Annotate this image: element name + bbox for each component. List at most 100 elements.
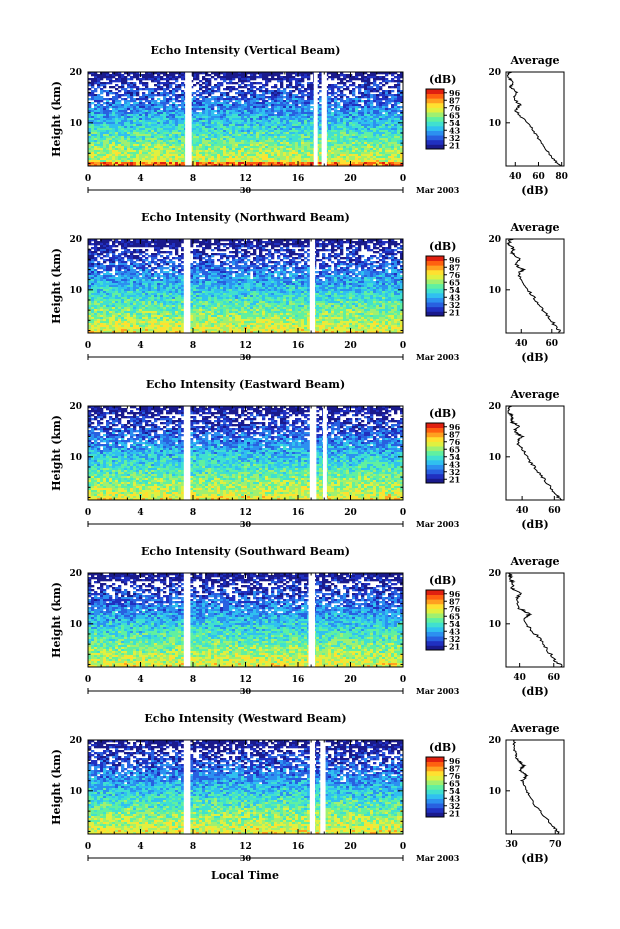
colorbar-band (426, 89, 444, 95)
colorbar-band (426, 798, 444, 804)
colorbar-tick-label: 21 (449, 307, 460, 317)
profile-y-tick-label: 10 (488, 286, 501, 296)
profile-y-tick-label: 20 (488, 569, 501, 579)
x-tick-label: 0 (85, 842, 91, 852)
profile-x-label: (dB) (521, 184, 548, 197)
profile-title: Average (509, 722, 559, 735)
colorbar-band (426, 784, 444, 790)
colorbar-band (426, 603, 444, 609)
colorbar-tick-label: 43 (449, 626, 461, 636)
x-tick-label: 0 (400, 842, 406, 852)
colorbar-band (426, 613, 444, 619)
colorbar-band (426, 446, 444, 452)
colorbar-tick-label: 32 (449, 133, 460, 143)
colorbar-band (426, 645, 444, 651)
y-tick-label: 20 (69, 569, 82, 579)
profile-title: Average (509, 54, 559, 67)
x-tick-label: 0 (85, 508, 91, 518)
local-time-axis-label: Local Time (211, 869, 279, 882)
profile-frame (505, 71, 565, 167)
colorbar-unit: (dB) (429, 574, 456, 587)
colorbar-unit: (dB) (429, 741, 456, 754)
profile-x-tick-label: 60 (532, 172, 545, 182)
data-gap-2 (309, 239, 316, 333)
colorbar-band (426, 102, 444, 108)
data-gap-2 (308, 573, 316, 667)
colorbar-band (426, 265, 444, 271)
data-gap-1 (183, 740, 191, 834)
average-profile-line (506, 72, 562, 166)
y-axis-label: Height (km) (50, 749, 63, 825)
x-tick-label: 12 (239, 341, 252, 351)
profile-y-tick-label: 10 (488, 453, 501, 463)
colorbar-band (426, 617, 444, 623)
colorbar-band (426, 793, 444, 799)
colorbar-tick-label: 54 (449, 452, 461, 462)
y-tick-label: 10 (69, 286, 82, 296)
y-tick-label: 10 (69, 620, 82, 630)
average-profile-line (507, 573, 563, 667)
panel-title: Echo Intensity (Westward Beam) (144, 712, 346, 725)
profile-x-label: (dB) (521, 351, 548, 364)
y-tick-label: 20 (69, 235, 82, 245)
colorbar-tick-label: 96 (449, 756, 461, 766)
colorbar-band (426, 450, 444, 456)
colorbar-frame (425, 88, 445, 150)
colorbar-tick-label: 76 (449, 103, 461, 113)
x-tick-label: 4 (137, 508, 143, 518)
colorbar-band (426, 130, 444, 136)
colorbar-band (426, 807, 444, 813)
colorbar-tick-label: 43 (449, 793, 461, 803)
echo-heatmap (88, 239, 403, 333)
colorbar-tick-label: 87 (449, 596, 460, 606)
panel-3: Echo Intensity (Eastward Beam) 0 4 8 12 16 20 0… (50, 378, 565, 531)
colorbar-band (426, 260, 444, 266)
month-year-label: Mar 2003 (416, 352, 460, 362)
profile-y-tick-label: 20 (488, 402, 501, 412)
colorbar-band (426, 125, 444, 131)
x-tick-label: 16 (292, 174, 305, 184)
data-gap-2 (309, 740, 316, 834)
profile-x-label: (dB) (521, 685, 548, 698)
colorbar-tick-label: 32 (449, 634, 460, 644)
colorbar-band (426, 112, 444, 118)
colorbar-band (426, 636, 444, 642)
colorbar-band (426, 469, 444, 475)
colorbar-band (426, 770, 444, 776)
x-tick-label: 8 (190, 174, 196, 184)
data-gap-3 (320, 740, 326, 834)
x-tick-label: 16 (292, 341, 305, 351)
x-tick-label: 12 (239, 675, 252, 685)
y-tick-label: 20 (69, 402, 82, 412)
x-tick-label: 0 (85, 675, 91, 685)
colorbar-tick-label: 65 (449, 611, 460, 621)
profile-y-tick-label: 10 (488, 620, 501, 630)
colorbar-tick-label: 54 (449, 285, 461, 295)
data-gap-2 (309, 406, 317, 500)
profile-x-label: (dB) (521, 852, 548, 865)
profile-x-tick-label: 60 (546, 339, 559, 349)
data-gap-1 (183, 239, 191, 333)
profile-y-tick-label: 20 (488, 736, 501, 746)
x-tick-label: 0 (400, 174, 406, 184)
colorbar-band (426, 144, 444, 150)
colorbar-band (426, 622, 444, 628)
colorbar-band (426, 98, 444, 104)
y-axis-label: Height (km) (50, 248, 63, 324)
colorbar-band (426, 594, 444, 600)
colorbar-band (426, 427, 444, 433)
echo-heatmap (88, 740, 403, 834)
profile-frame (505, 572, 565, 668)
day-label: 30 (240, 519, 252, 529)
profile-x-tick-label: 40 (513, 673, 526, 683)
x-tick-label: 8 (190, 341, 196, 351)
colorbar-unit: (dB) (429, 407, 456, 420)
colorbar-band (426, 269, 444, 275)
colorbar-band (426, 455, 444, 461)
echo-heatmap (88, 72, 403, 166)
x-tick-label: 8 (190, 675, 196, 685)
colorbar-tick-label: 87 (449, 429, 460, 439)
day-label: 30 (240, 185, 252, 195)
colorbar-band (426, 279, 444, 285)
profile-y-tick-label: 10 (488, 119, 501, 129)
